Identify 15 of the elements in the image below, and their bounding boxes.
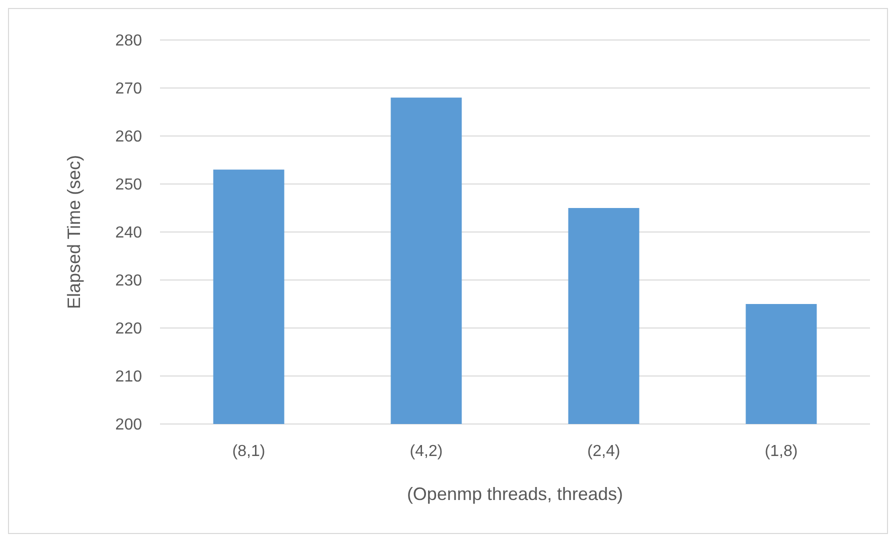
x-axis-title: (Openmp threads, threads)	[406, 484, 624, 504]
y-tick-label: 250	[115, 176, 142, 194]
y-tick-label: 260	[115, 128, 142, 146]
y-axis-title: Elapsed Time (sec)	[64, 154, 84, 310]
y-tick-label: 200	[115, 416, 142, 434]
x-tick-label: (4,2)	[410, 443, 443, 460]
y-tick-label: 280	[115, 32, 142, 50]
x-tick-label: (2,4)	[587, 443, 620, 460]
y-tick-label: 210	[115, 368, 142, 386]
x-tick-label: (1,8)	[764, 443, 798, 460]
y-tick-label: 240	[115, 224, 142, 242]
x-tick-label: (8,1)	[232, 443, 266, 460]
y-tick-label: 230	[115, 272, 142, 290]
y-tick-label: 270	[115, 80, 142, 98]
y-tick-label: 220	[115, 320, 142, 338]
